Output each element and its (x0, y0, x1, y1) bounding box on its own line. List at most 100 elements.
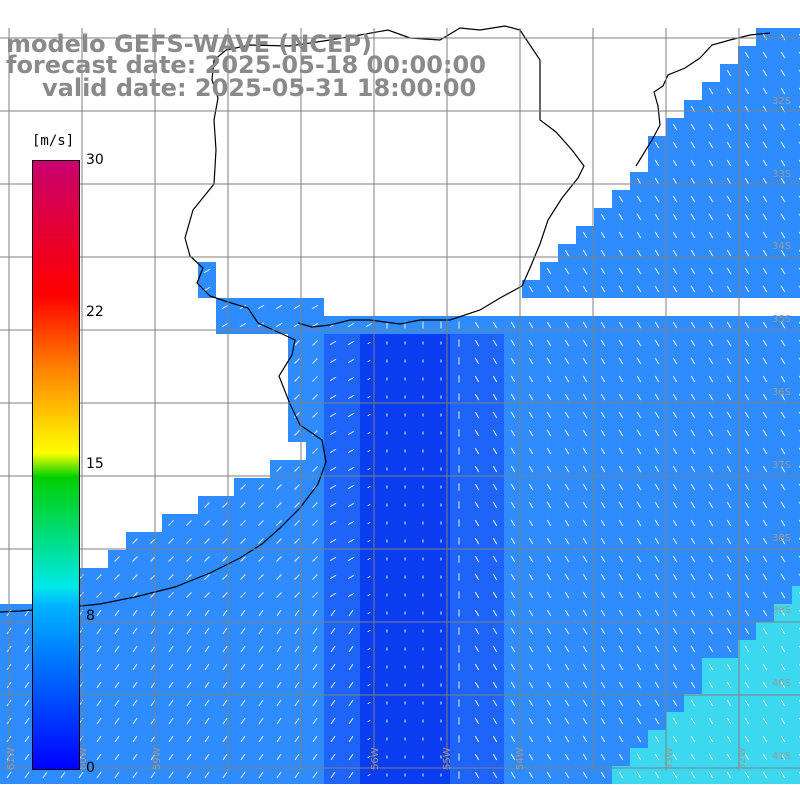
wind-arrow (582, 429, 588, 437)
wind-arrow (690, 195, 696, 203)
wind-arrow (510, 753, 516, 761)
wind-arrow (564, 285, 570, 293)
wind-arrow (618, 681, 624, 689)
wind-arrow (132, 538, 138, 544)
wind-arrow (636, 771, 642, 779)
wind-arrow (744, 537, 750, 545)
wind-arrow (726, 447, 732, 455)
wind-arrow (276, 771, 282, 779)
wind-arrow (329, 574, 337, 580)
wind-arrow (294, 394, 300, 400)
wind-arrow (78, 771, 84, 779)
wind-arrow (600, 555, 606, 563)
wind-arrow (510, 321, 516, 329)
wind-arrow (762, 33, 768, 41)
wind-arrow (618, 213, 624, 221)
wind-arrow (347, 592, 355, 598)
wind-arrow (672, 537, 678, 545)
wind-arrow (546, 429, 552, 437)
wind-arrow (654, 249, 660, 257)
wind-arrow (744, 69, 750, 77)
wind-arrow (690, 645, 696, 653)
wind-arrow (348, 681, 354, 689)
wind-arrow (708, 375, 714, 383)
wind-arrow (132, 735, 138, 743)
wind-arrow (744, 609, 750, 617)
wind-arrow (258, 627, 264, 635)
wind-arrow (690, 321, 696, 329)
wind-arrow (654, 267, 660, 275)
wind-arrow (636, 753, 642, 761)
wind-arrow (744, 573, 750, 581)
field-cell (792, 226, 800, 244)
wind-arrow (582, 717, 588, 725)
wind-arrow (636, 483, 642, 491)
wind-arrow (276, 556, 282, 562)
lon-label: 61W (6, 747, 17, 770)
coastline (0, 25, 771, 613)
wind-arrow (312, 466, 318, 472)
wind-arrow (708, 249, 714, 257)
wind-arrow (618, 483, 624, 491)
wind-arrow (240, 735, 246, 743)
wind-arrow (564, 339, 570, 347)
wind-arrow (492, 339, 498, 347)
wind-arrow (726, 87, 732, 95)
wind-arrow (708, 717, 714, 725)
field-cell (792, 244, 800, 262)
wind-arrow (204, 627, 210, 635)
wind-arrow (348, 717, 354, 725)
wind-arrow (114, 592, 120, 598)
wind-arrow (762, 411, 768, 419)
lon-label: 52W (737, 747, 748, 770)
wind-arrow (312, 448, 318, 454)
wind-arrow (367, 377, 371, 381)
wind-arrow (330, 609, 336, 617)
wind-arrow (690, 141, 696, 149)
wind-arrow (276, 663, 282, 671)
wind-arrow (672, 465, 678, 473)
wind-arrow (204, 592, 210, 598)
wind-arrow (367, 449, 371, 453)
wind-arrow (546, 555, 552, 563)
wind-arrow (204, 771, 210, 779)
wind-arrow (312, 699, 318, 707)
wind-arrow (744, 213, 750, 221)
wind-arrow (654, 717, 660, 725)
wind-arrow (618, 249, 624, 257)
wind-arrow (636, 555, 642, 563)
wind-arrow (510, 393, 516, 401)
wind-arrow (726, 699, 732, 707)
wind-arrow (762, 447, 768, 455)
wind-arrow (564, 555, 570, 563)
wind-arrow (312, 412, 318, 418)
wind-arrow (474, 447, 480, 455)
wind-arrow (546, 465, 552, 473)
wind-arrow (726, 717, 732, 725)
wind-arrow (672, 573, 678, 581)
wind-arrow (762, 501, 768, 509)
wind-arrow (474, 465, 480, 473)
wind-arrow (258, 556, 264, 562)
wind-arrow (564, 681, 570, 689)
wind-arrow (510, 591, 516, 599)
wind-arrow (726, 249, 732, 257)
wind-arrow (294, 627, 300, 635)
wind-arrow (672, 681, 678, 689)
wind-arrow (708, 429, 714, 437)
wind-arrow (726, 393, 732, 401)
wind-arrow (528, 753, 534, 761)
wind-arrow (510, 609, 516, 617)
wind-arrow (276, 609, 282, 617)
wind-arrow (186, 574, 192, 580)
wind-arrow (294, 376, 300, 382)
wind-arrow (132, 592, 138, 598)
wind-arrow (348, 645, 354, 653)
wind-arrow (690, 447, 696, 455)
wind-arrow (600, 645, 606, 653)
wind-arrow (726, 321, 732, 329)
wind-arrow (672, 735, 678, 743)
wind-arrow (582, 555, 588, 563)
wind-arrow (114, 735, 120, 743)
wind-arrow (348, 699, 354, 707)
